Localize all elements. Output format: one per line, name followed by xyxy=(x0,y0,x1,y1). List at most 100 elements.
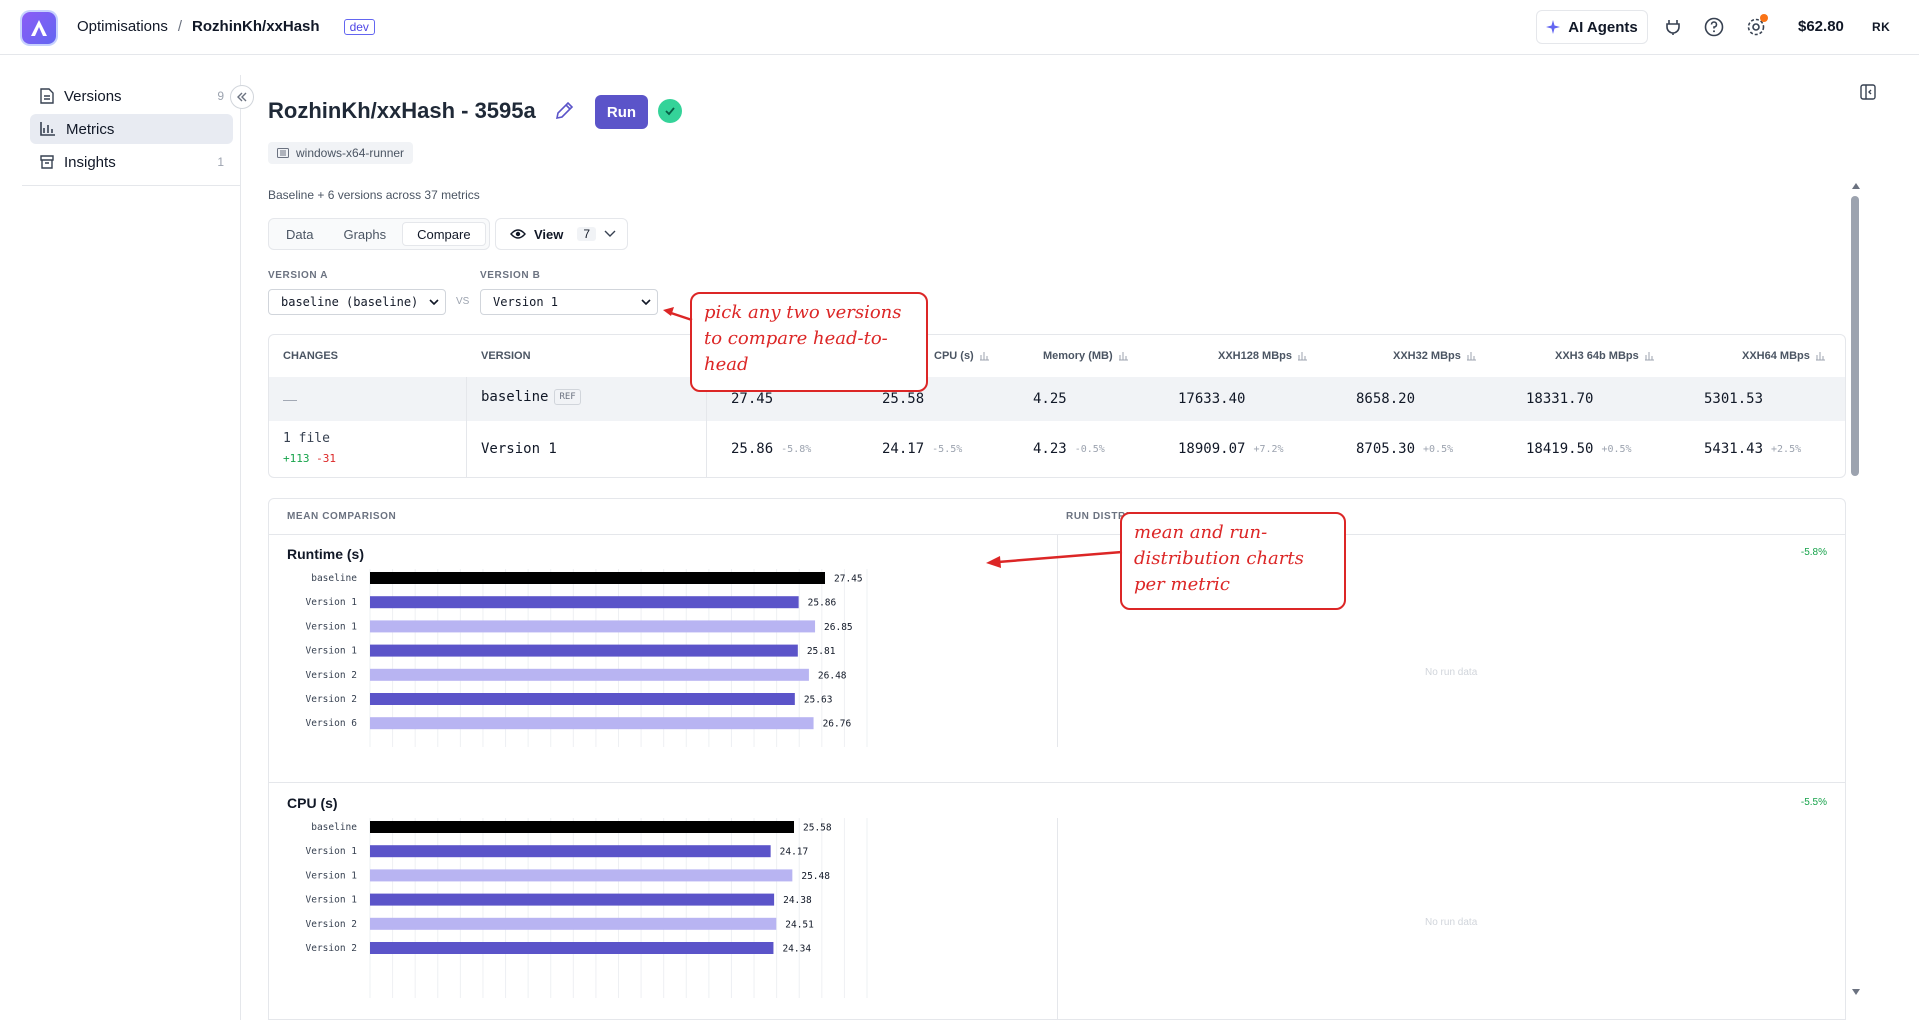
scroll-up-icon[interactable] xyxy=(1851,182,1861,190)
section-divider xyxy=(269,782,1845,783)
breadcrumb-optimisations[interactable]: Optimisations xyxy=(77,18,168,35)
col-xxh3[interactable]: XXH3 64b MBps xyxy=(1555,335,1655,377)
xxh128-value: 18909.07 +7.2% xyxy=(1178,441,1284,457)
col-cpu[interactable]: CPU (s) xyxy=(934,335,990,377)
bar-category-label: Version 1 xyxy=(306,646,358,657)
view-count: 7 xyxy=(577,227,597,241)
breadcrumb-current: RozhinKh/xxHash xyxy=(192,18,320,35)
table-row-baseline[interactable]: — baseline REF 27.45 25.58 4.25 17633.40… xyxy=(269,377,1845,421)
bar-value-label: 24.34 xyxy=(782,944,811,955)
summary-text: Baseline + 6 versions across 37 metrics xyxy=(268,188,480,202)
table-row-version-1[interactable]: 1 file +113 -31 Version 1 25.86 -5.8% 24.… xyxy=(269,421,1845,477)
settings-icon[interactable] xyxy=(1744,14,1768,39)
xxh128-value: 17633.40 xyxy=(1178,391,1246,407)
tab-graphs[interactable]: Graphs xyxy=(343,226,387,242)
xxh64-number: 5431.43 xyxy=(1704,441,1764,457)
chart-icon xyxy=(1644,352,1654,361)
scroll-down-icon[interactable] xyxy=(1851,988,1861,996)
sidebar-item-metrics[interactable]: Metrics xyxy=(30,114,233,144)
chart-divider xyxy=(1057,818,1058,1019)
bar-value-label: 25.86 xyxy=(808,598,837,609)
tab-data[interactable]: Data xyxy=(286,226,314,242)
lines-added: +113 xyxy=(283,452,310,465)
version-b-select[interactable]: Version 1 xyxy=(480,289,658,315)
bar[interactable] xyxy=(370,869,793,882)
bar-value-label: 24.17 xyxy=(780,847,809,858)
compare-callout: pick any two versions to compare head-to… xyxy=(690,292,928,392)
xxh128-number: 18909.07 xyxy=(1178,441,1246,457)
avatar[interactable]: RK xyxy=(1872,20,1891,34)
versions-count: 9 xyxy=(217,89,224,103)
bar-chart-icon xyxy=(40,122,55,136)
bar-value-label: 27.45 xyxy=(834,574,863,585)
cpu-value: 24.17 -5.5% xyxy=(882,441,962,457)
col-xxh128-label: XXH128 MBps xyxy=(1218,350,1292,362)
bar-category-label: baseline xyxy=(311,822,357,833)
env-badge: dev xyxy=(343,18,375,35)
help-icon[interactable] xyxy=(1702,15,1726,39)
app-logo[interactable] xyxy=(22,12,56,44)
col-xxh64-label: XXH64 MBps xyxy=(1742,350,1810,362)
eye-icon xyxy=(510,229,526,239)
chart-icon xyxy=(1118,352,1128,361)
bar[interactable] xyxy=(370,572,825,584)
runtime-value: 27.45 xyxy=(731,391,774,407)
edit-icon[interactable] xyxy=(553,100,575,125)
toggle-panel-icon[interactable] xyxy=(1860,84,1878,102)
bar-category-label: baseline xyxy=(311,573,357,584)
run-button[interactable]: Run xyxy=(595,95,648,129)
bar[interactable] xyxy=(370,644,798,657)
sidebar-divider xyxy=(22,185,241,186)
ai-agents-button[interactable]: AI Agents xyxy=(1536,10,1648,44)
server-icon xyxy=(277,148,289,158)
bar[interactable] xyxy=(370,620,816,633)
xxh3-delta: +0.5% xyxy=(1601,443,1632,455)
xxh32-delta: +0.5% xyxy=(1423,443,1454,455)
ref-badge: REF xyxy=(554,389,581,405)
runtime-bar-chart: baseline 27.45 Version 1 25.86 Version 1 26.8… xyxy=(306,569,868,747)
sidebar-item-insights[interactable]: Insights 1 xyxy=(30,147,233,177)
collapse-sidebar-button[interactable] xyxy=(230,85,254,109)
bar-value-label: 25.63 xyxy=(804,695,833,706)
view-dropdown[interactable]: View 7 xyxy=(495,218,628,250)
xxh32-number: 8705.30 xyxy=(1356,441,1416,457)
chart-icon xyxy=(1815,352,1825,361)
chart-icon xyxy=(979,352,989,361)
bar[interactable] xyxy=(370,693,795,705)
xxh64-value: 5301.53 xyxy=(1704,391,1764,407)
chevron-down-icon xyxy=(641,299,651,305)
bar[interactable] xyxy=(370,596,799,609)
plug-icon[interactable] xyxy=(1661,15,1685,39)
bar[interactable] xyxy=(370,668,809,681)
diff-stats: +113 -31 xyxy=(283,452,336,465)
col-xxh128[interactable]: XXH128 MBps xyxy=(1218,335,1308,377)
run-distribution-label: RUN DISTRIBUTION xyxy=(1066,511,1172,522)
charts-panel: MEAN COMPARISON RUN DISTRIBUTION Runtime… xyxy=(268,498,1846,1020)
insights-count: 1 xyxy=(217,155,224,169)
logo-icon xyxy=(31,20,47,36)
col-memory[interactable]: Memory (MB) xyxy=(1043,335,1129,377)
notification-dot xyxy=(1760,14,1768,22)
bar[interactable] xyxy=(370,845,771,858)
mean-comparison-label: MEAN COMPARISON xyxy=(287,511,397,522)
bar[interactable] xyxy=(370,917,777,930)
col-xxh32-label: XXH32 MBps xyxy=(1393,350,1461,362)
bar[interactable] xyxy=(370,717,814,730)
bar-value-label: 26.76 xyxy=(823,719,852,730)
col-xxh64[interactable]: XXH64 MBps xyxy=(1742,335,1826,377)
chevron-down-icon xyxy=(604,230,616,237)
bar[interactable] xyxy=(370,893,775,906)
scrollbar-thumb[interactable] xyxy=(1851,196,1859,476)
scrollbar[interactable] xyxy=(1849,180,1863,1000)
col-changes: CHANGES xyxy=(283,350,339,362)
sidebar-item-versions[interactable]: Versions 9 xyxy=(30,81,233,111)
bar[interactable] xyxy=(370,821,795,833)
bar[interactable] xyxy=(370,942,774,954)
memory-delta: -0.5% xyxy=(1074,443,1105,455)
chevron-down-icon xyxy=(429,299,439,305)
changes-cell: 1 file xyxy=(283,431,330,446)
col-xxh32[interactable]: XXH32 MBps xyxy=(1393,335,1477,377)
version-a-select[interactable]: baseline (baseline) xyxy=(268,289,446,315)
box-icon xyxy=(40,155,54,169)
tab-compare[interactable]: Compare xyxy=(402,222,486,246)
